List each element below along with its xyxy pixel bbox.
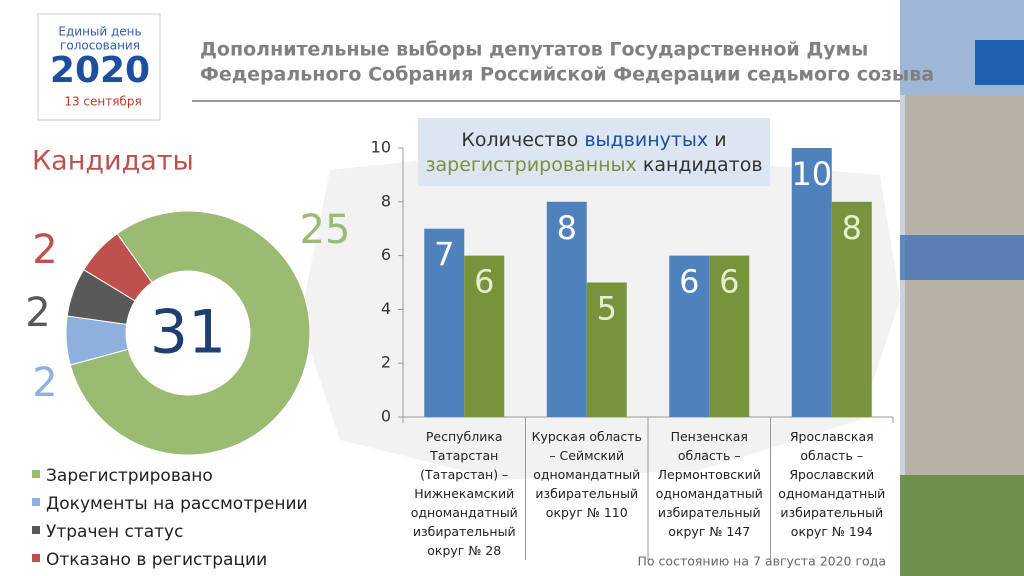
donut-title: Кандидаты bbox=[32, 146, 194, 177]
x-tick-label: Курская область – Сеймский одномандатный… bbox=[531, 429, 642, 520]
donut-label: 2 bbox=[25, 290, 50, 336]
logo-year: 2020 bbox=[50, 50, 150, 91]
bar bbox=[546, 201, 587, 417]
bar bbox=[669, 255, 710, 417]
legend-label: Зарегистрировано bbox=[46, 466, 213, 486]
donut-total: 31 bbox=[150, 298, 226, 368]
legend-label: Утрачен статус bbox=[46, 522, 183, 542]
x-tick-label: Пензенская область – Лермонтовский одном… bbox=[655, 429, 763, 539]
bar-value-label: 6 bbox=[719, 263, 739, 301]
donut-hole bbox=[127, 272, 249, 394]
x-tick-label: Ярославская область – Ярославский однома… bbox=[778, 429, 886, 539]
donut-label: 25 bbox=[300, 207, 351, 253]
legend-swatch bbox=[32, 498, 40, 506]
bar-value-label: 6 bbox=[474, 263, 494, 301]
x-tick-label: Республика Татарстан (Татарстан) – Нижне… bbox=[410, 429, 518, 558]
y-tick-label: 2 bbox=[381, 353, 391, 372]
donut-segment bbox=[69, 210, 311, 456]
legend-label: Отказано в регистрации bbox=[46, 550, 267, 570]
bar-title-box bbox=[418, 118, 770, 186]
bar bbox=[791, 148, 832, 417]
bar-value-label: 5 bbox=[597, 290, 617, 328]
bar bbox=[709, 255, 750, 417]
bar-value-label: 6 bbox=[679, 263, 699, 301]
y-tick-label: 8 bbox=[381, 191, 391, 210]
donut-label: 2 bbox=[32, 360, 57, 406]
heading: Дополнительные выборы депутатов Государс… bbox=[200, 39, 868, 61]
logo-date: 13 сентября bbox=[64, 95, 141, 109]
y-tick-label: 10 bbox=[371, 138, 391, 157]
bar bbox=[831, 201, 872, 417]
donut-segment bbox=[83, 233, 153, 302]
note: По состоянию на 7 августа 2020 года bbox=[638, 554, 886, 569]
bar bbox=[464, 255, 505, 417]
y-tick-label: 4 bbox=[381, 299, 391, 318]
bar-title: Количество выдвинутых и bbox=[461, 129, 726, 151]
bar-value-label: 8 bbox=[557, 209, 577, 247]
legend-swatch bbox=[32, 554, 40, 562]
bar-value-label: 10 bbox=[791, 155, 832, 193]
heading: Федерального Собрания Российской Федерац… bbox=[200, 64, 934, 86]
bar-value-label: 8 bbox=[842, 209, 862, 247]
photo-band bbox=[975, 40, 1024, 85]
bar bbox=[586, 282, 627, 417]
legend-label: Документы на рассмотрении bbox=[46, 494, 308, 514]
logo-text: голосования bbox=[60, 39, 140, 53]
photo-band bbox=[900, 235, 1024, 280]
bar bbox=[424, 228, 465, 417]
photo-garden bbox=[900, 475, 1024, 576]
donut-label: 2 bbox=[32, 227, 57, 273]
logo-text: Единый день bbox=[58, 25, 141, 39]
logo-box bbox=[37, 13, 161, 121]
photo-building bbox=[905, 95, 1024, 475]
legend-swatch bbox=[32, 526, 40, 534]
legend-swatch bbox=[32, 470, 40, 478]
bar-title: зарегистрированных кандидатов bbox=[425, 154, 762, 176]
y-tick-label: 0 bbox=[381, 407, 391, 426]
bar-value-label: 7 bbox=[434, 236, 454, 274]
y-tick-label: 6 bbox=[381, 245, 391, 264]
